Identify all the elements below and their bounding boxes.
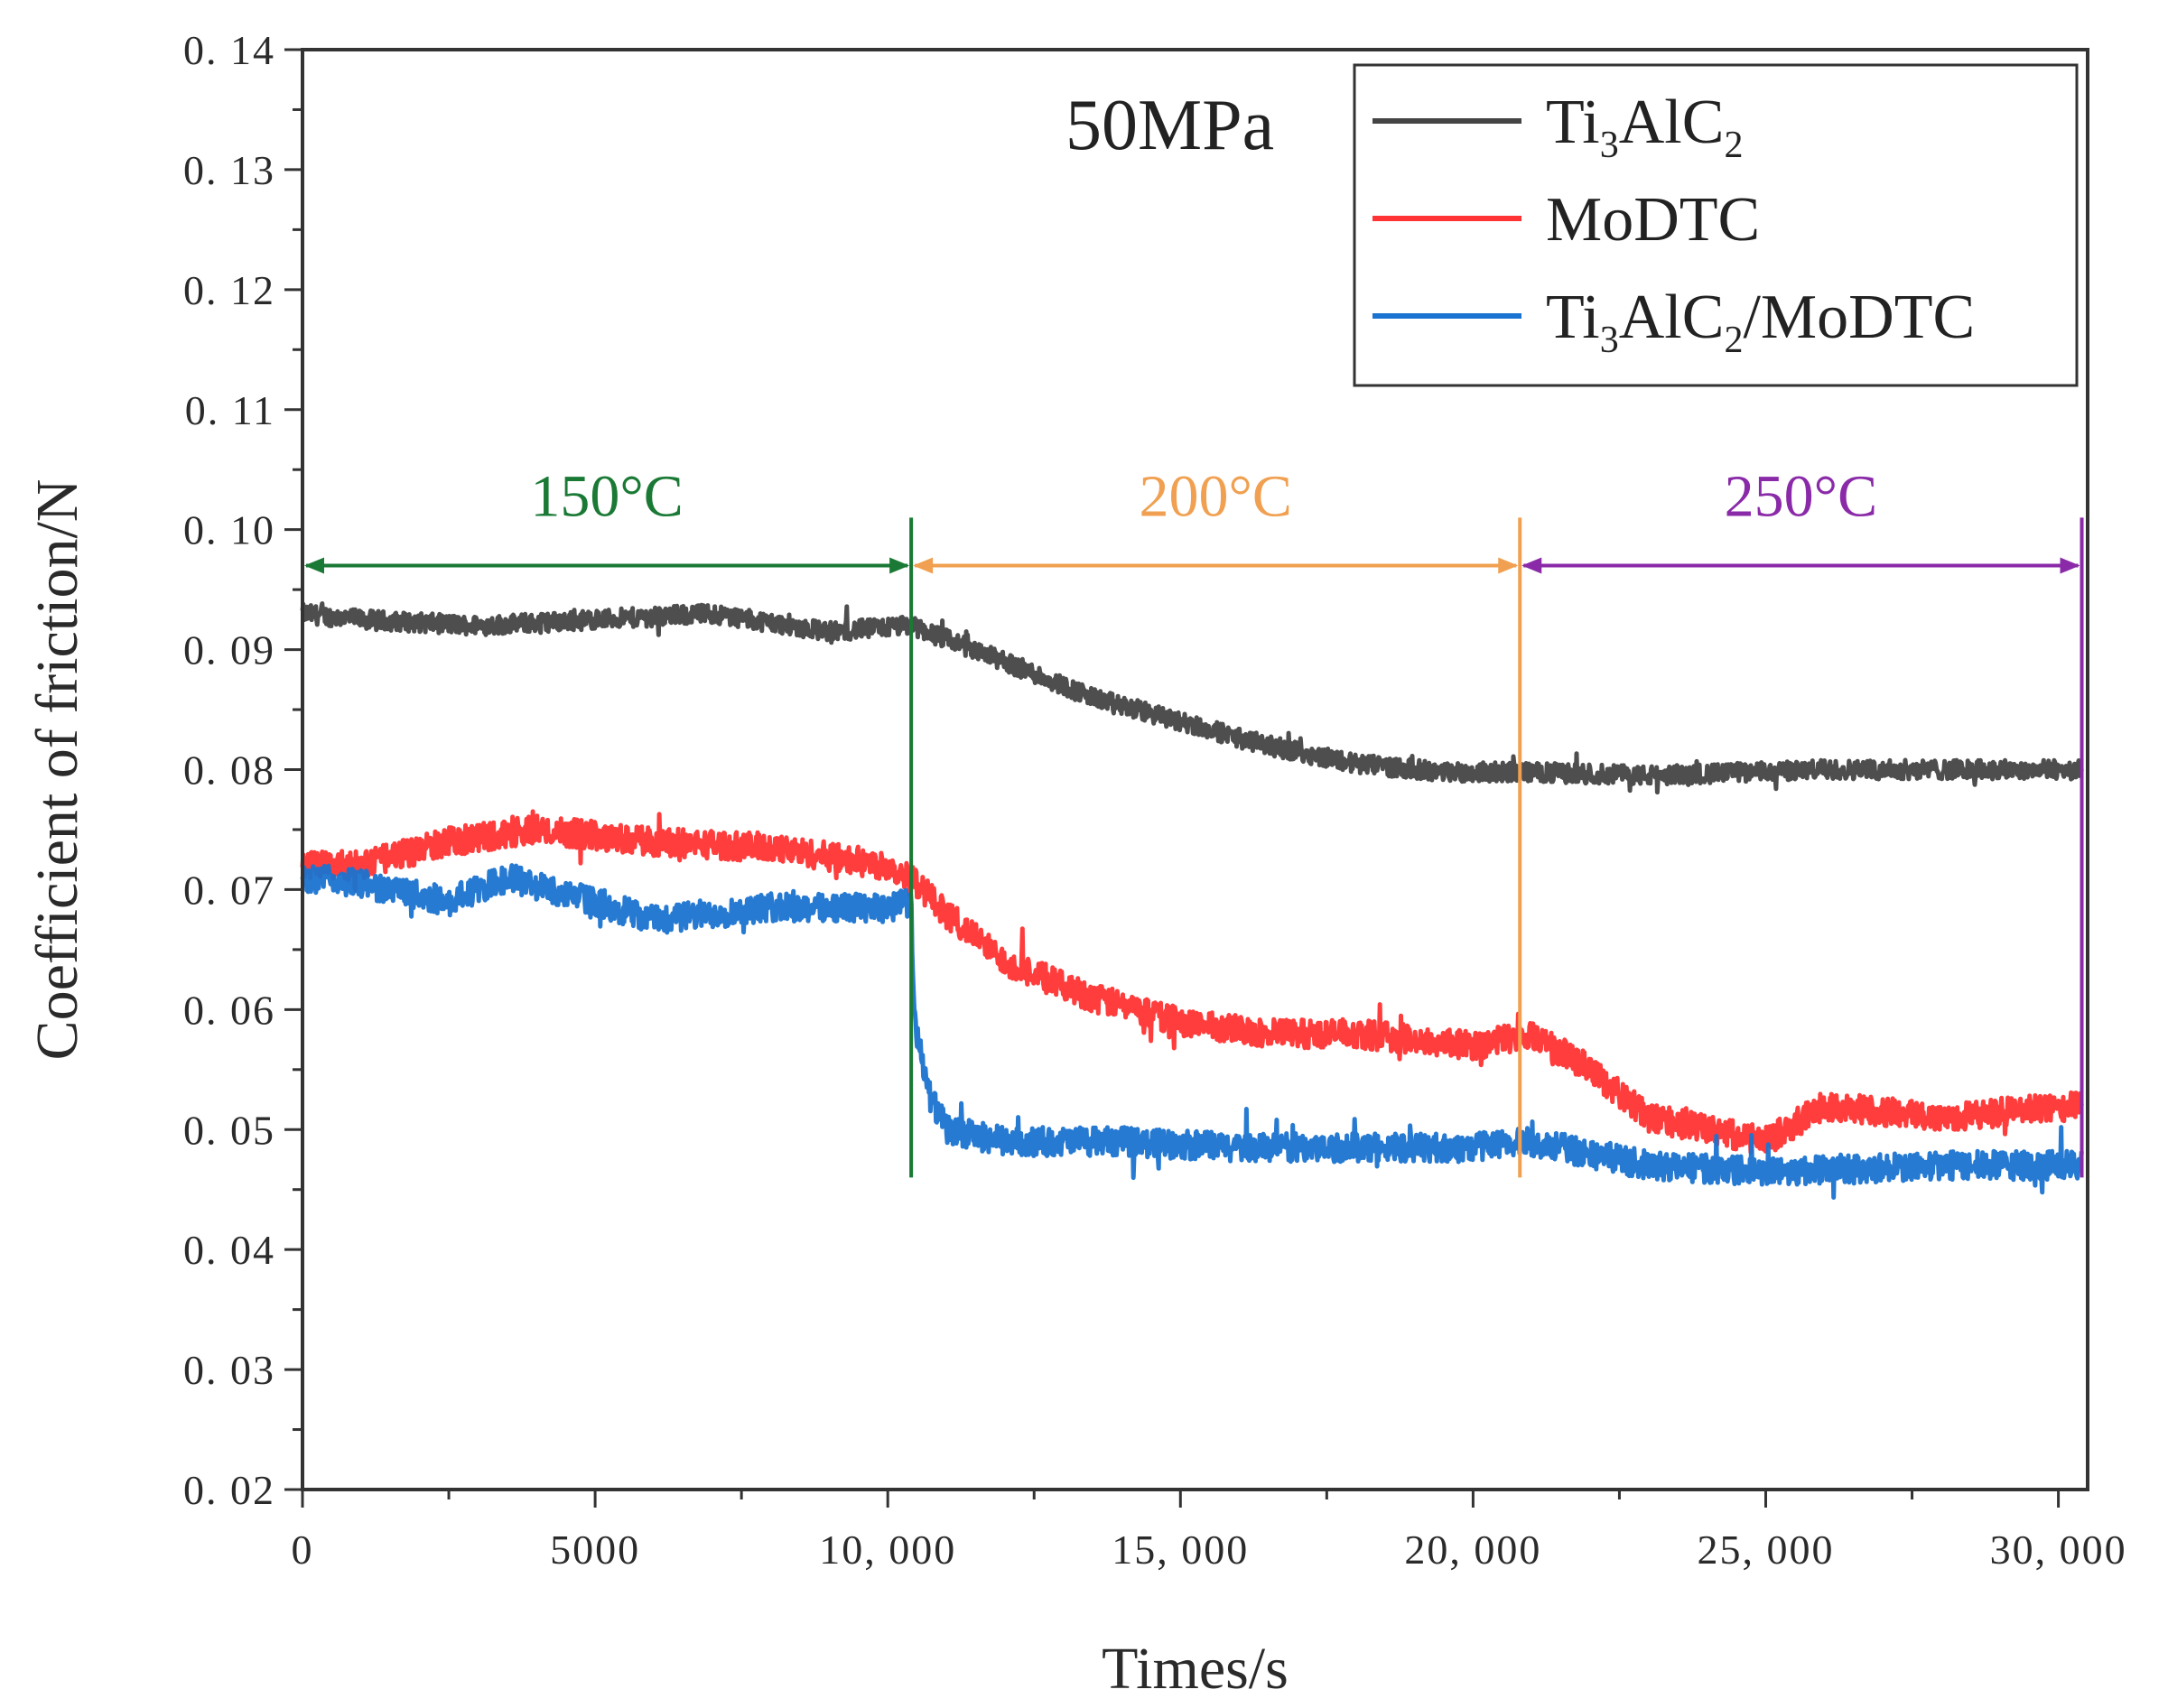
legend-label: MoDTC [1546, 185, 1760, 255]
region-3: 250°C [1521, 464, 2084, 1178]
arrow-right-head [2060, 557, 2080, 574]
x-tick-label: 30, 000 [1990, 1527, 2127, 1573]
arrow-left-head [913, 557, 934, 574]
y-tick-label: 0. 10 [183, 507, 275, 553]
y-tick-label: 0. 14 [183, 27, 275, 73]
x-axis-title: Times/s [1102, 1636, 1289, 1702]
arrow-left-head [304, 557, 324, 574]
region-label: 150°C [530, 464, 683, 530]
x-tick-label: 5000 [550, 1527, 640, 1573]
series-modtc [300, 809, 2084, 1155]
region-2: 200°C [913, 464, 1522, 1178]
y-axis-title: Coefficient of friction/N [24, 479, 90, 1061]
series-line [300, 863, 2084, 1200]
legend-label: Ti3AlC2/MoDTC [1546, 283, 1975, 361]
y-tick-label: 0. 02 [183, 1467, 275, 1513]
y-tick-label: 0. 12 [183, 267, 275, 313]
legend-entry: MoDTC [1372, 185, 1760, 255]
pressure-label: 50MPa [1065, 86, 1274, 165]
x-tick-label: 10, 000 [819, 1527, 956, 1573]
y-tick-label: 0. 03 [183, 1347, 275, 1393]
x-tick-label: 0 [292, 1527, 314, 1573]
arrow-right-head [889, 557, 910, 574]
axes: 0. 02 0. 03 0. 04 0. 05 0. 06 0. 07 0. 08 0. 09… [24, 27, 2127, 1702]
x-tick-label: 15, 000 [1112, 1527, 1249, 1573]
y-tick-label: 0. 07 [183, 867, 275, 913]
temperature-regions: 150°C 200°C 250°C [304, 464, 2084, 1178]
series-ti3alc2 [300, 601, 2084, 795]
arrow-right-head [1498, 557, 1519, 574]
x-tick-label: 25, 000 [1697, 1527, 1834, 1573]
y-tick-label: 0. 08 [183, 747, 275, 794]
series-line [300, 601, 2084, 795]
legend-label: Ti3AlC2 [1546, 88, 1743, 166]
arrow-left-head [1521, 557, 1542, 574]
legend-entry: Ti3AlC2/MoDTC [1372, 283, 1975, 361]
y-tick-label: 0. 09 [183, 627, 275, 673]
y-tick-label: 0. 11 [185, 387, 275, 433]
y-tick-label: 0. 04 [183, 1227, 275, 1273]
region-label: 250°C [1725, 464, 1877, 530]
region-label: 200°C [1139, 464, 1291, 530]
legend-entry: Ti3AlC2 [1372, 88, 1743, 166]
legend: 50MPa Ti3AlC2 MoDTC Ti3AlC2/MoDTC [1065, 63, 2079, 387]
y-tick-label: 0. 06 [183, 987, 275, 1033]
series-layer [300, 601, 2084, 1200]
legend-box [1353, 63, 2079, 387]
x-tick-label: 20, 000 [1404, 1527, 1541, 1573]
y-tick-label: 0. 05 [183, 1107, 275, 1153]
y-tick-label: 0. 13 [183, 147, 275, 193]
series-line [300, 809, 2084, 1155]
region-1: 150°C [304, 464, 914, 1178]
series-ti3alc2-modtc [300, 863, 2084, 1200]
